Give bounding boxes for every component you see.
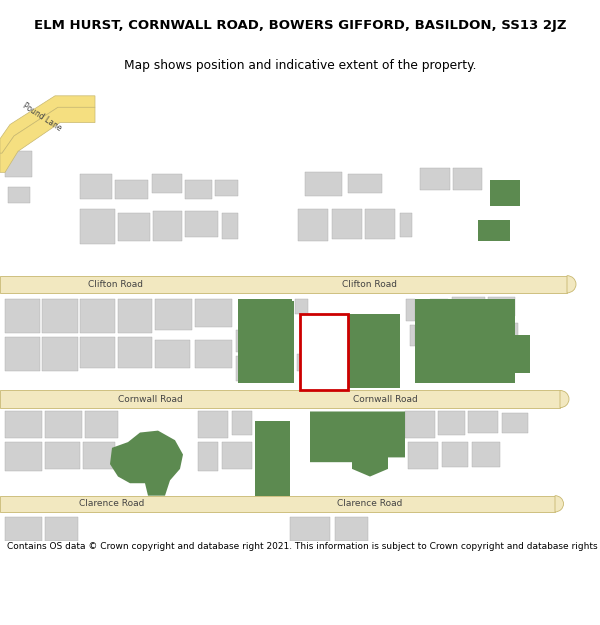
Polygon shape bbox=[42, 337, 78, 371]
Polygon shape bbox=[118, 337, 152, 369]
Text: Clifton Road: Clifton Road bbox=[343, 280, 398, 289]
Polygon shape bbox=[153, 211, 182, 241]
Polygon shape bbox=[8, 187, 30, 203]
Text: Contains OS data © Crown copyright and database right 2021. This information is : Contains OS data © Crown copyright and d… bbox=[7, 542, 600, 551]
Polygon shape bbox=[468, 411, 498, 432]
Text: Clifton Road: Clifton Road bbox=[88, 280, 143, 289]
Polygon shape bbox=[222, 442, 252, 469]
Polygon shape bbox=[418, 304, 430, 326]
Polygon shape bbox=[85, 411, 118, 438]
Polygon shape bbox=[232, 411, 252, 436]
Polygon shape bbox=[118, 213, 150, 241]
Polygon shape bbox=[45, 411, 82, 438]
Wedge shape bbox=[560, 391, 569, 408]
Polygon shape bbox=[5, 411, 42, 438]
Text: Pound Lane: Pound Lane bbox=[21, 101, 63, 132]
Polygon shape bbox=[115, 180, 148, 199]
Polygon shape bbox=[0, 96, 95, 153]
Polygon shape bbox=[80, 174, 112, 199]
Polygon shape bbox=[438, 411, 465, 436]
Polygon shape bbox=[490, 180, 520, 206]
Polygon shape bbox=[400, 213, 412, 238]
Polygon shape bbox=[83, 442, 115, 469]
Polygon shape bbox=[236, 330, 255, 352]
Polygon shape bbox=[410, 326, 415, 346]
Polygon shape bbox=[430, 299, 448, 318]
Polygon shape bbox=[5, 517, 42, 541]
Polygon shape bbox=[195, 340, 232, 369]
Polygon shape bbox=[45, 517, 78, 541]
Text: Cornwall Road: Cornwall Road bbox=[118, 394, 182, 404]
Polygon shape bbox=[415, 299, 530, 382]
Polygon shape bbox=[118, 299, 152, 333]
Polygon shape bbox=[300, 314, 348, 391]
Polygon shape bbox=[478, 220, 510, 241]
Polygon shape bbox=[332, 209, 362, 239]
Polygon shape bbox=[420, 168, 450, 189]
Polygon shape bbox=[502, 413, 528, 432]
Text: Clarence Road: Clarence Road bbox=[337, 499, 403, 508]
Polygon shape bbox=[298, 209, 328, 241]
Polygon shape bbox=[290, 517, 330, 541]
Polygon shape bbox=[236, 356, 255, 381]
Polygon shape bbox=[155, 299, 192, 330]
Polygon shape bbox=[295, 299, 308, 314]
Polygon shape bbox=[80, 337, 115, 369]
Wedge shape bbox=[567, 276, 576, 293]
Polygon shape bbox=[110, 431, 183, 496]
Polygon shape bbox=[195, 299, 232, 328]
Polygon shape bbox=[430, 328, 445, 346]
Text: Map shows position and indicative extent of the property.: Map shows position and indicative extent… bbox=[124, 59, 476, 72]
Polygon shape bbox=[492, 324, 518, 342]
Wedge shape bbox=[555, 496, 563, 512]
Polygon shape bbox=[472, 442, 500, 467]
Polygon shape bbox=[0, 496, 555, 512]
Polygon shape bbox=[185, 180, 212, 199]
Polygon shape bbox=[80, 299, 115, 333]
Polygon shape bbox=[406, 299, 415, 321]
Polygon shape bbox=[452, 297, 485, 316]
Polygon shape bbox=[452, 324, 488, 344]
Polygon shape bbox=[222, 213, 238, 239]
Polygon shape bbox=[488, 297, 515, 316]
Polygon shape bbox=[365, 209, 395, 239]
Polygon shape bbox=[5, 442, 42, 471]
Polygon shape bbox=[335, 517, 368, 541]
Polygon shape bbox=[335, 314, 400, 388]
Polygon shape bbox=[198, 442, 218, 471]
Polygon shape bbox=[155, 340, 190, 369]
Polygon shape bbox=[255, 421, 290, 496]
Polygon shape bbox=[80, 209, 115, 244]
Polygon shape bbox=[442, 442, 468, 467]
Polygon shape bbox=[0, 276, 567, 293]
Polygon shape bbox=[5, 337, 40, 371]
Polygon shape bbox=[42, 299, 78, 333]
Polygon shape bbox=[453, 168, 482, 189]
Polygon shape bbox=[198, 411, 228, 438]
Polygon shape bbox=[152, 174, 182, 193]
Polygon shape bbox=[185, 211, 218, 238]
Polygon shape bbox=[348, 174, 382, 193]
Polygon shape bbox=[215, 180, 238, 196]
Polygon shape bbox=[5, 299, 40, 333]
Polygon shape bbox=[0, 391, 560, 408]
Text: ELM HURST, CORNWALL ROAD, BOWERS GIFFORD, BASILDON, SS13 2JZ: ELM HURST, CORNWALL ROAD, BOWERS GIFFORD… bbox=[34, 19, 566, 32]
Polygon shape bbox=[5, 151, 32, 177]
Text: Clarence Road: Clarence Road bbox=[79, 499, 145, 508]
Polygon shape bbox=[297, 354, 310, 371]
Polygon shape bbox=[405, 411, 435, 438]
Text: Cornwall Road: Cornwall Road bbox=[353, 394, 418, 404]
Polygon shape bbox=[0, 107, 95, 172]
Polygon shape bbox=[302, 362, 345, 388]
Polygon shape bbox=[310, 411, 405, 476]
Polygon shape bbox=[305, 173, 342, 196]
Polygon shape bbox=[408, 442, 438, 469]
Polygon shape bbox=[302, 318, 345, 342]
Polygon shape bbox=[238, 299, 294, 382]
Polygon shape bbox=[45, 442, 80, 469]
